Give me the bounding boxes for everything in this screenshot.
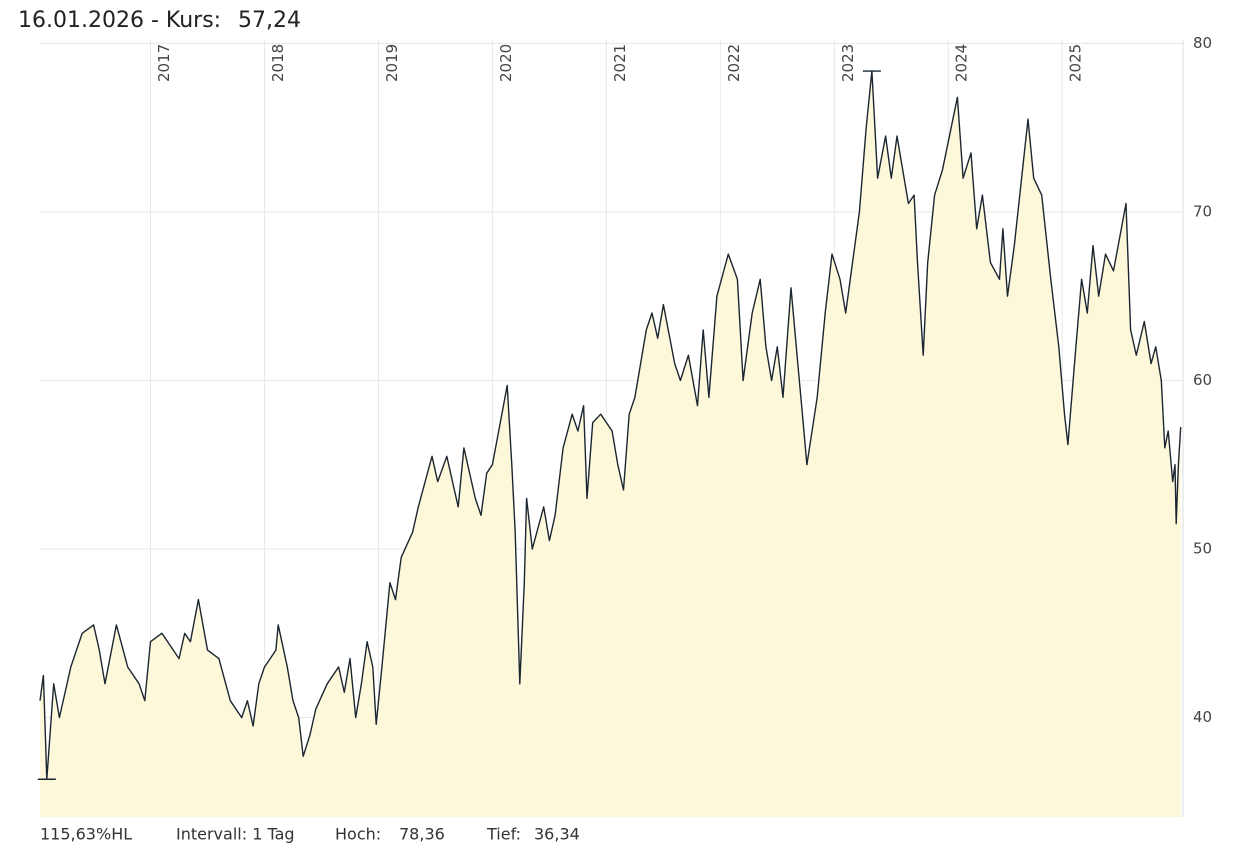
x-tick-label: 2020 xyxy=(497,44,515,82)
low-label: Tief: xyxy=(486,825,521,844)
x-tick-label: 2019 xyxy=(383,44,401,82)
x-tick-label: 2025 xyxy=(1067,44,1085,82)
high-value: 78,36 xyxy=(399,825,445,844)
x-tick-label: 2024 xyxy=(953,44,971,82)
price-area xyxy=(40,71,1181,817)
y-tick-label: 60 xyxy=(1193,371,1212,389)
chart-title: 16.01.2026 - Kurs: xyxy=(18,8,221,33)
interval-info: Intervall: 1 Tag xyxy=(176,825,295,844)
last-price: 57,24 xyxy=(238,8,301,33)
y-tick-label: 70 xyxy=(1193,202,1212,220)
y-tick-label: 80 xyxy=(1193,34,1212,52)
range-info: 115,63%HL xyxy=(40,825,132,844)
x-tick-label: 2018 xyxy=(269,44,287,82)
high-label: Hoch: xyxy=(335,825,381,844)
x-tick-label: 2017 xyxy=(155,44,173,82)
price-line xyxy=(39,70,1182,780)
x-tick-label: 2023 xyxy=(839,44,857,82)
x-tick-label: 2022 xyxy=(725,44,743,82)
y-tick-label: 40 xyxy=(1193,708,1212,726)
low-value: 36,34 xyxy=(534,825,580,844)
y-tick-label: 50 xyxy=(1193,540,1212,558)
x-tick-label: 2021 xyxy=(611,44,629,82)
